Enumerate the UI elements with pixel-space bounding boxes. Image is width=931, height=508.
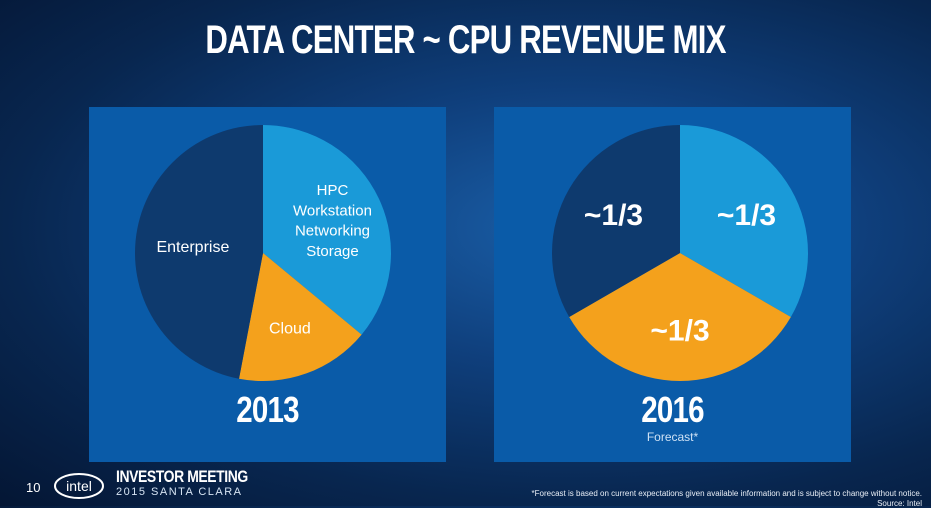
pie-label-2016-1: ~1/3: [650, 314, 709, 347]
event-subtitle: 2015 SANTA CLARA: [116, 486, 243, 498]
page-number: 10: [26, 480, 41, 495]
pie-slice-2013-0: [263, 125, 391, 335]
intel-logo-text: intel: [66, 478, 92, 494]
event-title: INVESTOR MEETING: [116, 467, 248, 486]
pie-label-2013-0: HPC Workstation Networking Storage: [293, 182, 372, 260]
pie-title-2016: 2016: [641, 389, 704, 430]
pie-slice-2016-0: [680, 125, 808, 317]
pie-panel-2016: ~1/3 ~1/3 ~1/3 2016 Forecast*: [494, 107, 851, 462]
slide-title: DATA CENTER ~ CPU REVENUE MIX: [205, 18, 726, 62]
footnote: *Forecast is based on current expectatio…: [531, 489, 922, 498]
pie-chart-2013: HPC Workstation Networking Storage Cloud Ente…: [135, 125, 391, 381]
event-branding: INVESTOR MEETING 2015 SANTA CLARA: [116, 468, 277, 498]
pie-label-2016-2: ~1/3: [584, 199, 643, 232]
pie-label-2016-0: ~1/3: [717, 199, 776, 232]
intel-logo-icon: intel: [54, 473, 104, 499]
pie-label-2013-2: Enterprise: [156, 239, 229, 256]
pie-slice-2016-1: [569, 253, 791, 381]
pie-slice-2013-2: [135, 125, 263, 379]
forecast-label: Forecast*: [646, 430, 699, 444]
pie-panel-2013: HPC Workstation Networking Storage Cloud Ente…: [89, 107, 446, 462]
pie-title-2013: 2013: [236, 389, 299, 430]
pie-label-2013-1: Cloud: [269, 320, 311, 337]
pie-slice-2016-2: [552, 125, 680, 318]
source-note: Source: Intel: [877, 499, 922, 508]
pie-slice-2013-1: [239, 253, 362, 381]
pie-chart-2016: ~1/3 ~1/3 ~1/3: [552, 125, 808, 381]
